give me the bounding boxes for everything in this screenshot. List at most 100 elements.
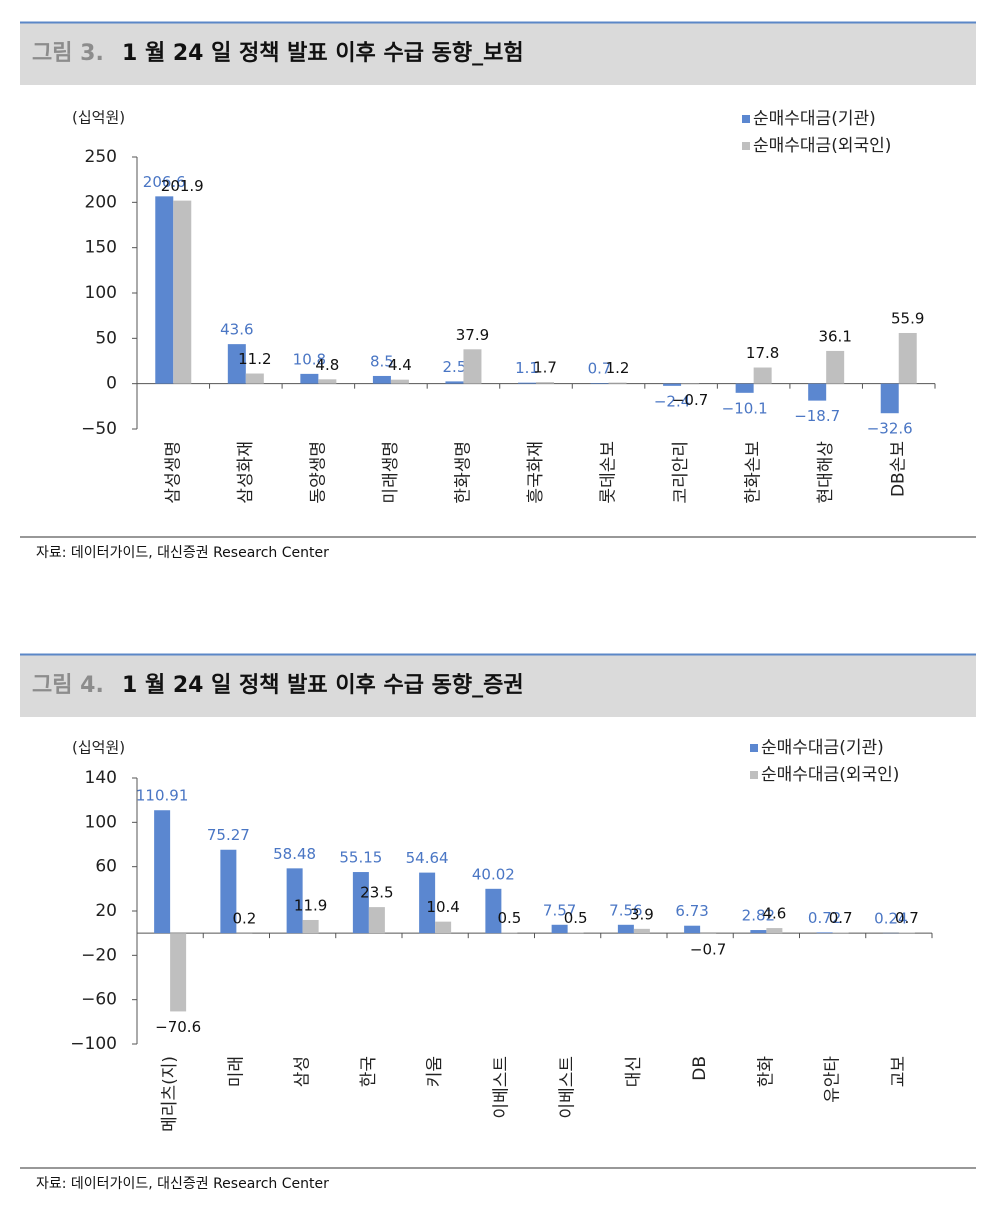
x-tick-label: 메리츠(지) [160, 1056, 180, 1132]
bar [754, 368, 772, 384]
value-label: 2.5 [443, 358, 467, 376]
value-label: 1.7 [533, 359, 557, 377]
unit-label: (십억원) [72, 739, 125, 757]
bar [369, 907, 385, 933]
legend-swatch [750, 744, 758, 752]
bar [736, 384, 754, 393]
legend-swatch [742, 142, 750, 150]
y-tick-label: −60 [81, 990, 117, 1010]
value-label: 0.7 [895, 909, 919, 927]
bar [684, 926, 700, 933]
bar [899, 932, 915, 933]
y-tick-label: 50 [95, 328, 117, 348]
y-tick-label: 250 [85, 147, 117, 167]
x-tick-label: DB손보 [889, 441, 909, 497]
x-tick-label: 한화생명 [453, 441, 473, 504]
bar [501, 933, 517, 934]
bar [899, 333, 917, 384]
bar [568, 933, 584, 934]
x-tick-label: 이베스트 [491, 1056, 511, 1119]
bar [391, 380, 409, 384]
y-tick-label: 100 [85, 283, 117, 303]
value-label: 55.9 [891, 309, 924, 327]
value-label: 55.15 [339, 849, 382, 867]
legend-label: 순매수대금(기관) [761, 738, 884, 758]
bar [618, 925, 634, 933]
unit-label: (십억원) [72, 109, 125, 127]
x-tick-label: 미래생명 [381, 441, 401, 504]
bar [246, 374, 264, 384]
value-label: 0.5 [497, 909, 521, 927]
x-tick-label: 삼성화재 [236, 441, 256, 504]
value-label: 58.48 [273, 845, 316, 863]
y-tick-label: −100 [70, 1034, 117, 1054]
value-label: 75.27 [207, 826, 250, 844]
bar [663, 384, 681, 386]
bar [833, 932, 849, 933]
value-label: 37.9 [456, 326, 489, 344]
x-tick-label: 코리안리 [671, 441, 691, 504]
value-label: −32.6 [867, 420, 913, 438]
x-tick-label: 이베스트 [558, 1056, 578, 1119]
bar [700, 933, 716, 934]
bar [750, 930, 766, 933]
x-tick-label: 미래 [226, 1056, 246, 1087]
x-tick-label: 키움 [425, 1056, 445, 1087]
bar [318, 379, 336, 383]
y-tick-label: −20 [81, 945, 117, 965]
x-tick-label: 삼성 [293, 1056, 313, 1087]
value-label: 40.02 [472, 865, 515, 883]
bar [155, 196, 173, 383]
legend-label: 순매수대금(외국인) [753, 136, 891, 156]
y-tick-label: 140 [85, 768, 117, 788]
bar [766, 928, 782, 933]
y-tick-label: −50 [81, 419, 117, 439]
bar [591, 383, 609, 384]
value-label: 0.2 [232, 909, 256, 927]
value-label: 23.5 [360, 884, 393, 902]
bar [373, 376, 391, 384]
bar [173, 201, 191, 384]
value-label: 10.4 [426, 898, 459, 916]
value-label: 0.5 [564, 909, 588, 927]
value-label: 36.1 [818, 327, 851, 345]
value-label: 1.2 [606, 359, 630, 377]
x-tick-label: 현대해상 [816, 441, 836, 504]
x-tick-label: 대신 [624, 1056, 644, 1087]
chart-title: 1 월 24 일 정책 발표 이후 수급 동향_증권 [122, 673, 524, 698]
x-tick-label: 한국 [359, 1056, 379, 1087]
source: 자료: 데이터가이드, 대신증권 Research Center [36, 545, 329, 561]
bar [681, 384, 699, 385]
x-tick-label: 삼성생명 [163, 441, 183, 504]
value-label: 4.6 [762, 905, 786, 923]
legend-label: 순매수대금(기관) [753, 109, 876, 129]
value-label: 6.73 [675, 902, 708, 920]
legend-swatch [742, 115, 750, 123]
bar [445, 381, 463, 383]
bar [881, 384, 899, 414]
value-label: −0.7 [690, 940, 726, 958]
bar [463, 349, 481, 383]
value-label: 4.4 [388, 356, 412, 374]
bar [435, 922, 451, 934]
x-tick-label: DB [690, 1056, 710, 1081]
y-tick-label: 150 [85, 238, 117, 258]
x-tick-label: 교보 [889, 1056, 909, 1087]
bar [518, 383, 536, 384]
y-tick-label: 200 [85, 192, 117, 212]
value-label: 11.9 [294, 896, 327, 914]
y-tick-label: 60 [95, 857, 117, 877]
bar [170, 933, 186, 1011]
bar [817, 932, 833, 933]
value-label: 201.9 [161, 177, 204, 195]
bar [353, 872, 369, 933]
value-label: −0.7 [672, 391, 708, 409]
value-label: −70.6 [155, 1018, 201, 1036]
y-tick-label: 20 [95, 901, 117, 921]
x-tick-label: 한화손보 [744, 441, 764, 504]
x-tick-label: 유안타 [823, 1056, 843, 1103]
bar [154, 810, 170, 933]
bar [609, 383, 627, 384]
value-label: 54.64 [406, 849, 449, 867]
